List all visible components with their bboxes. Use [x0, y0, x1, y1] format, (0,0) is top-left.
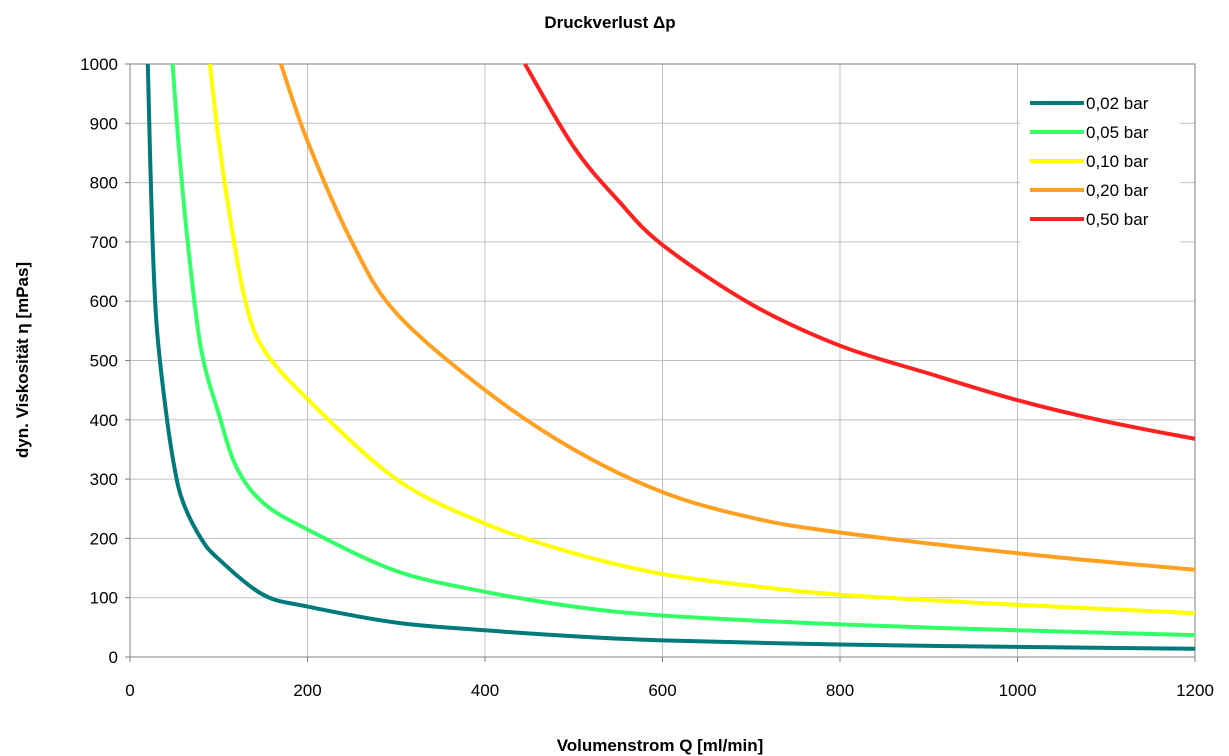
series-line-3: [279, 63, 1196, 572]
legend-label-2: 0,10 bar: [1086, 152, 1149, 171]
x-tick-label: 1200: [1176, 681, 1214, 700]
legend-label-3: 0,20 bar: [1086, 181, 1149, 200]
y-tick-label: 600: [90, 292, 118, 311]
legend-label-1: 0,05 bar: [1086, 123, 1149, 142]
series-lines: [145, 62, 1196, 651]
y-tick-label: 700: [90, 233, 118, 252]
x-tick-label: 0: [125, 681, 134, 700]
y-tick-label: 800: [90, 174, 118, 193]
y-tick-label: 100: [90, 589, 118, 608]
series-line-2: [207, 63, 1196, 616]
y-tick-label: 0: [109, 648, 118, 667]
y-axis-ticks: 0 100 200 300 400 500 600 700 800 900 1000: [80, 55, 130, 667]
y-axis-title: dyn. Viskosität η [mPas]: [13, 262, 32, 458]
x-axis-title: Volumenstrom Q [ml/min]: [557, 736, 764, 755]
legend-label-4: 0,50 bar: [1086, 210, 1149, 229]
chart-title: Druckverlust Δp: [544, 13, 675, 32]
y-tick-label: 200: [90, 529, 118, 548]
x-tick-label: 800: [826, 681, 854, 700]
x-axis-ticks: 0 200 400 600 800 1000 1200: [125, 657, 1214, 700]
series-line-1: [170, 63, 1196, 638]
x-tick-label: 400: [471, 681, 499, 700]
y-tick-label: 300: [90, 470, 118, 489]
series-line-4: [523, 62, 1196, 441]
x-tick-label: 600: [648, 681, 676, 700]
x-tick-label: 1000: [999, 681, 1037, 700]
y-tick-label: 1000: [80, 55, 118, 74]
legend: 0,02 bar 0,05 bar 0,10 bar 0,20 bar 0,50 bar: [1020, 88, 1180, 245]
series-line-0: [145, 63, 1196, 651]
y-tick-label: 500: [90, 352, 118, 371]
y-tick-label: 400: [90, 411, 118, 430]
x-tick-label: 200: [293, 681, 321, 700]
y-tick-label: 900: [90, 114, 118, 133]
legend-label-0: 0,02 bar: [1086, 94, 1149, 113]
